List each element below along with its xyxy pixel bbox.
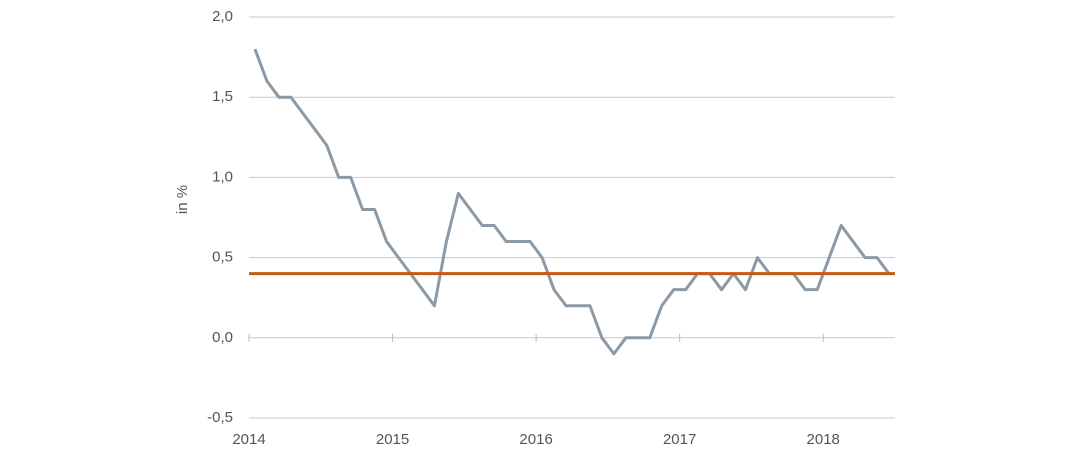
x-tick-label: 2014 (232, 431, 265, 448)
y-tick-label: 1,0 (212, 168, 233, 185)
y-tick-label: 1,5 (212, 88, 233, 105)
y-tick-label: 0,5 (212, 249, 233, 266)
data-line (253, 48, 891, 356)
x-tick-label: 2015 (376, 431, 409, 448)
y-axis-label: in % (174, 185, 191, 214)
y-tick-label: -0,5 (207, 409, 233, 426)
x-tick-label: 2018 (807, 431, 840, 448)
y-tick-label: 2,0 (212, 8, 233, 25)
x-tick-label: 2017 (663, 431, 696, 448)
y-tick-label: 0,0 (212, 329, 233, 346)
x-tick-label: 2016 (519, 431, 552, 448)
